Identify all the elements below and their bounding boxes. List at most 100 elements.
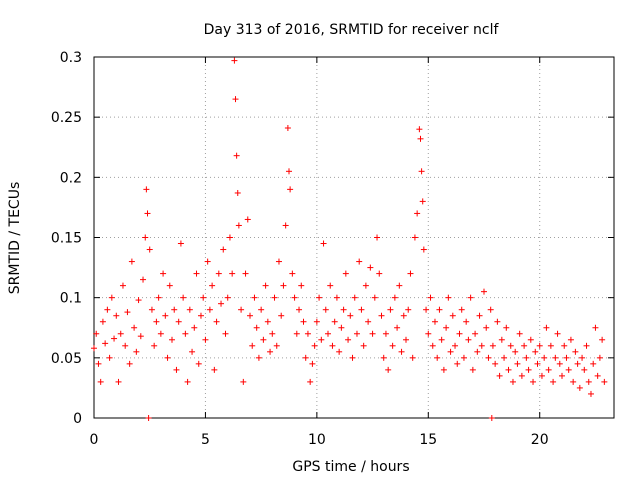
- data-point: [166, 282, 173, 289]
- data-point: [360, 342, 367, 349]
- data-point: [180, 294, 187, 301]
- data-point: [128, 258, 135, 265]
- data-point: [271, 294, 278, 301]
- x-tick-label: 0: [90, 432, 99, 448]
- data-point: [258, 306, 265, 313]
- data-point: [234, 189, 241, 196]
- data-point: [449, 312, 456, 319]
- data-point: [394, 324, 401, 331]
- data-point: [590, 360, 597, 367]
- x-tick-label: 5: [201, 432, 210, 448]
- data-point: [463, 318, 470, 325]
- data-point: [532, 348, 539, 355]
- data-point: [400, 312, 407, 319]
- data-point: [409, 354, 416, 361]
- data-point: [204, 258, 211, 265]
- y-tick-label: 0.25: [51, 110, 82, 126]
- data-point: [407, 270, 414, 277]
- data-point: [113, 312, 120, 319]
- data-point: [313, 318, 320, 325]
- data-point: [587, 390, 594, 397]
- data-point: [193, 270, 200, 277]
- data-point: [541, 354, 548, 361]
- data-point: [505, 366, 512, 373]
- data-point: [494, 318, 501, 325]
- data-point: [175, 318, 182, 325]
- data-point: [108, 294, 115, 301]
- data-point: [302, 354, 309, 361]
- data-point: [213, 318, 220, 325]
- data-point: [507, 342, 514, 349]
- data-point: [331, 318, 338, 325]
- data-point: [97, 378, 104, 385]
- data-point: [231, 57, 238, 64]
- data-point: [556, 360, 563, 367]
- data-point: [189, 348, 196, 355]
- data-point: [126, 360, 133, 367]
- data-point: [298, 282, 305, 289]
- data-point: [496, 372, 503, 379]
- data-point: [222, 330, 229, 337]
- y-tick-label: 0.15: [51, 231, 82, 247]
- data-point: [135, 297, 142, 304]
- data-point: [296, 306, 303, 313]
- data-point: [99, 318, 106, 325]
- data-point: [349, 354, 356, 361]
- data-point: [425, 330, 432, 337]
- data-point: [485, 354, 492, 361]
- data-point: [133, 348, 140, 355]
- data-point: [278, 312, 285, 319]
- data-point: [229, 270, 236, 277]
- data-point: [523, 354, 530, 361]
- data-point: [452, 342, 459, 349]
- data-point: [300, 318, 307, 325]
- data-point: [200, 294, 207, 301]
- data-point: [472, 330, 479, 337]
- data-point: [93, 330, 100, 337]
- data-point: [191, 324, 198, 331]
- data-point: [469, 366, 476, 373]
- data-point: [157, 330, 164, 337]
- data-point: [345, 336, 352, 343]
- data-point: [391, 294, 398, 301]
- data-point: [552, 354, 559, 361]
- data-point: [327, 282, 334, 289]
- data-point: [260, 336, 267, 343]
- data-point: [311, 342, 318, 349]
- data-point: [104, 306, 111, 313]
- data-point: [481, 288, 488, 295]
- data-point: [550, 378, 557, 385]
- data-point: [420, 246, 427, 253]
- data-point: [476, 312, 483, 319]
- data-point: [380, 354, 387, 361]
- data-point: [545, 366, 552, 373]
- data-point: [498, 336, 505, 343]
- data-point: [512, 348, 519, 355]
- y-tick-label: 0.05: [51, 351, 82, 367]
- data-point: [304, 330, 311, 337]
- data-point: [162, 312, 169, 319]
- data-point: [316, 294, 323, 301]
- y-tick-label: 0.2: [60, 170, 82, 186]
- data-point: [465, 336, 472, 343]
- data-point: [340, 306, 347, 313]
- data-point: [275, 258, 282, 265]
- data-point: [202, 336, 209, 343]
- data-point: [233, 152, 240, 159]
- data-point: [431, 318, 438, 325]
- data-point: [215, 270, 222, 277]
- data-point: [309, 360, 316, 367]
- data-point: [186, 306, 193, 313]
- data-point: [171, 306, 178, 313]
- data-point: [247, 312, 254, 319]
- data-point: [206, 306, 213, 313]
- data-point: [273, 342, 280, 349]
- data-point: [429, 342, 436, 349]
- data-point: [293, 330, 300, 337]
- data-point: [367, 264, 374, 271]
- data-point: [119, 282, 126, 289]
- data-point: [371, 294, 378, 301]
- y-tick-label: 0: [73, 411, 82, 427]
- data-point: [251, 294, 258, 301]
